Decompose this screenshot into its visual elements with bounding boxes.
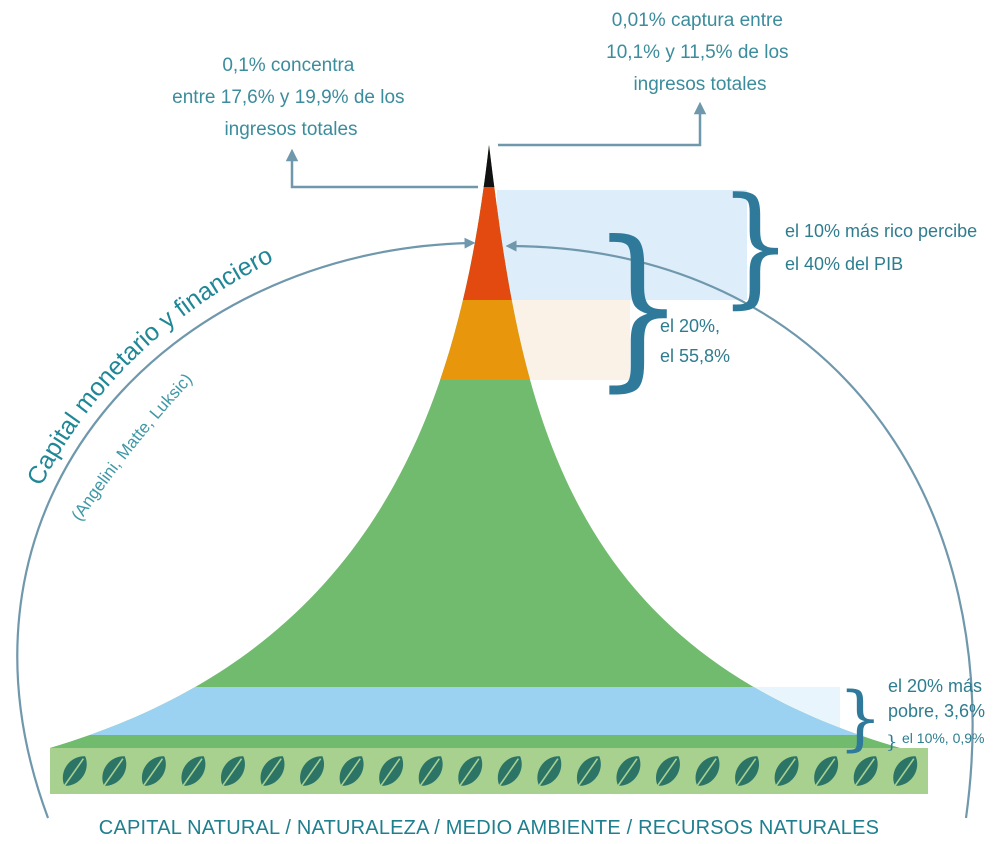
base-label: CAPITAL NATURAL / NATURALEZA / MEDIO AMB… xyxy=(99,817,879,839)
leaf-icon xyxy=(695,756,720,788)
annotation-poorest-10: el 10%, 0,9% xyxy=(902,730,985,746)
brace-poorest-10: } xyxy=(886,732,897,753)
capital-arc-right xyxy=(505,240,974,819)
leaf-icon xyxy=(537,756,562,788)
leaf-icon xyxy=(774,756,799,788)
leaf-icon xyxy=(379,756,403,788)
leaf-icon xyxy=(814,756,838,788)
leaf-icon xyxy=(299,756,324,788)
leaf-icon xyxy=(141,756,166,788)
band-poorest-20 xyxy=(50,687,900,735)
leaf-icon xyxy=(655,756,680,788)
band-tip xyxy=(50,145,900,187)
annotation-richest-10: el 10% más rico percibe el 40% del PIB xyxy=(785,221,982,274)
leaf-icon xyxy=(616,756,641,788)
leaf-icon xyxy=(102,756,127,788)
annotation-top-left: 0,1% concentra entre 17,6% y 19,9% de lo… xyxy=(172,55,410,140)
leaf-row xyxy=(62,756,918,788)
leaf-icon xyxy=(339,756,364,788)
arrow-top-left xyxy=(285,148,478,189)
arrow-top-right xyxy=(498,101,707,147)
leaf-icon xyxy=(734,756,759,788)
brace-richest-20: } xyxy=(591,204,686,408)
band-poorest-10 xyxy=(50,735,900,748)
top10-highlight-box xyxy=(497,190,747,300)
brace-richest-10: } xyxy=(718,170,792,321)
annotation-richest-20: el 20%, el 55,8% xyxy=(660,316,730,366)
leaf-icon xyxy=(418,756,443,788)
leaf-icon xyxy=(576,756,601,788)
leaf-icon xyxy=(458,756,483,788)
leaf-icon xyxy=(260,756,285,788)
leaf-icon xyxy=(893,756,918,788)
leaf-icon xyxy=(62,756,87,788)
annotation-poorest-20: el 20% más pobre, 3,6% xyxy=(888,676,987,721)
leaf-icon xyxy=(181,756,206,788)
annotation-top-right: 0,01% captura entre 10,1% y 11,5% de los… xyxy=(606,10,794,95)
leaf-icon xyxy=(220,756,245,788)
brace-poorest-20: } xyxy=(838,677,883,759)
leaf-icon xyxy=(497,756,522,788)
capital-arc xyxy=(16,237,476,819)
leaf-icon xyxy=(853,756,878,788)
